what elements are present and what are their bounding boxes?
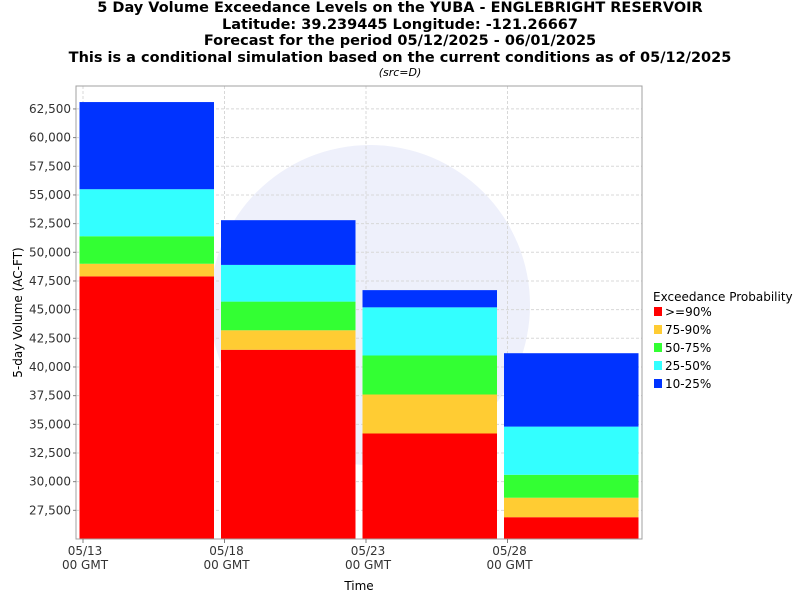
bar-segment-1-2 [221, 301, 356, 331]
bar-segment-3-2 [504, 474, 639, 498]
bar-segment-2-2 [362, 355, 497, 395]
x-tick-label-date-3: 05/28 [492, 544, 527, 558]
x-tick-label-time-1: 00 GMT [203, 558, 250, 572]
legend-title: Exceedance Probability [653, 290, 793, 304]
x-tick-label-date-0: 05/13 [68, 544, 103, 558]
bar-segment-1-3 [221, 264, 356, 302]
bar-segment-3-1 [504, 497, 639, 518]
y-tick-label-3: 35,000 [29, 417, 71, 431]
bar-segment-0-2 [79, 236, 214, 264]
chart-condition-note: This is a conditional simulation based o… [68, 49, 732, 66]
bar-segment-3-4 [504, 353, 639, 427]
y-tick-label-10: 52,500 [29, 217, 71, 231]
legend-label-3: 25-50% [665, 359, 711, 373]
legend-label-1: 75-90% [665, 323, 711, 337]
y-tick-label-8: 47,500 [29, 274, 71, 288]
axes [75, 85, 643, 540]
y-tick-label-14: 62,500 [29, 102, 71, 116]
bar-segment-3-0 [504, 517, 639, 539]
chart-location-line: Latitude: 39.239445 Longitude: -121.2666… [222, 16, 578, 33]
legend-swatch-0 [654, 307, 662, 316]
bar-segment-2-0 [362, 433, 497, 539]
x-tick-label-date-2: 05/23 [351, 544, 386, 558]
y-tick-label-5: 40,000 [29, 360, 71, 374]
y-tick-label-2: 32,500 [29, 446, 71, 460]
x-tick-label-time-2: 00 GMT [345, 558, 392, 572]
y-tick-label-4: 37,500 [29, 389, 71, 403]
bar-segment-1-0 [221, 349, 356, 539]
bar-segment-3-3 [504, 426, 639, 475]
x-tick-label-time-3: 00 GMT [486, 558, 533, 572]
y-axis-ticks: 27,500 30,000 32,500 35,000 37,500 40,000 42,5… [29, 102, 76, 517]
legend-label-0: >=90% [665, 305, 712, 319]
bar-segment-2-1 [362, 394, 497, 434]
bar-segment-1-4 [221, 220, 356, 265]
y-tick-label-12: 57,500 [29, 159, 71, 173]
legend: Exceedance Probability >=90% 75-90% 50-75%… [653, 290, 793, 391]
x-tick-label-date-1: 05/18 [209, 544, 244, 558]
bar-segment-0-0 [79, 276, 214, 539]
x-tick-label-time-0: 00 GMT [62, 558, 109, 572]
chart-forecast-period: Forecast for the period 05/12/2025 - 06/… [203, 33, 597, 49]
bar-segment-2-3 [362, 307, 497, 356]
legend-swatch-4 [654, 379, 662, 388]
y-tick-label-0: 27,500 [29, 503, 71, 517]
x-axis-label: Time [343, 579, 373, 593]
bars [79, 102, 639, 539]
bar-segment-0-1 [79, 263, 214, 277]
y-tick-label-9: 50,000 [29, 245, 71, 259]
legend-label-2: 50-75% [665, 341, 711, 355]
y-tick-label-7: 45,000 [29, 303, 71, 317]
legend-label-4: 10-25% [665, 377, 711, 391]
y-tick-label-6: 42,500 [29, 331, 71, 345]
chart-titles: 5 Day Volume Exceedance Levels on the YU… [0, 0, 800, 80]
bar-segment-1-1 [221, 330, 356, 350]
chart-title: 5 Day Volume Exceedance Levels on the YU… [97, 0, 703, 16]
bar-segment-0-3 [79, 189, 214, 237]
legend-swatch-1 [654, 325, 662, 334]
legend-swatch-2 [654, 343, 662, 352]
plot-border [75, 85, 643, 540]
y-tick-label-11: 55,000 [29, 188, 71, 202]
y-tick-label-13: 60,000 [29, 131, 71, 145]
bar-segment-2-4 [362, 290, 497, 308]
y-tick-label-1: 30,000 [29, 475, 71, 489]
bar-segment-0-4 [79, 102, 214, 190]
legend-swatch-3 [654, 361, 662, 370]
chart-source-note: (src=D) [378, 66, 422, 79]
y-axis-label: 5-day Volume (AC-FT) [11, 247, 25, 377]
